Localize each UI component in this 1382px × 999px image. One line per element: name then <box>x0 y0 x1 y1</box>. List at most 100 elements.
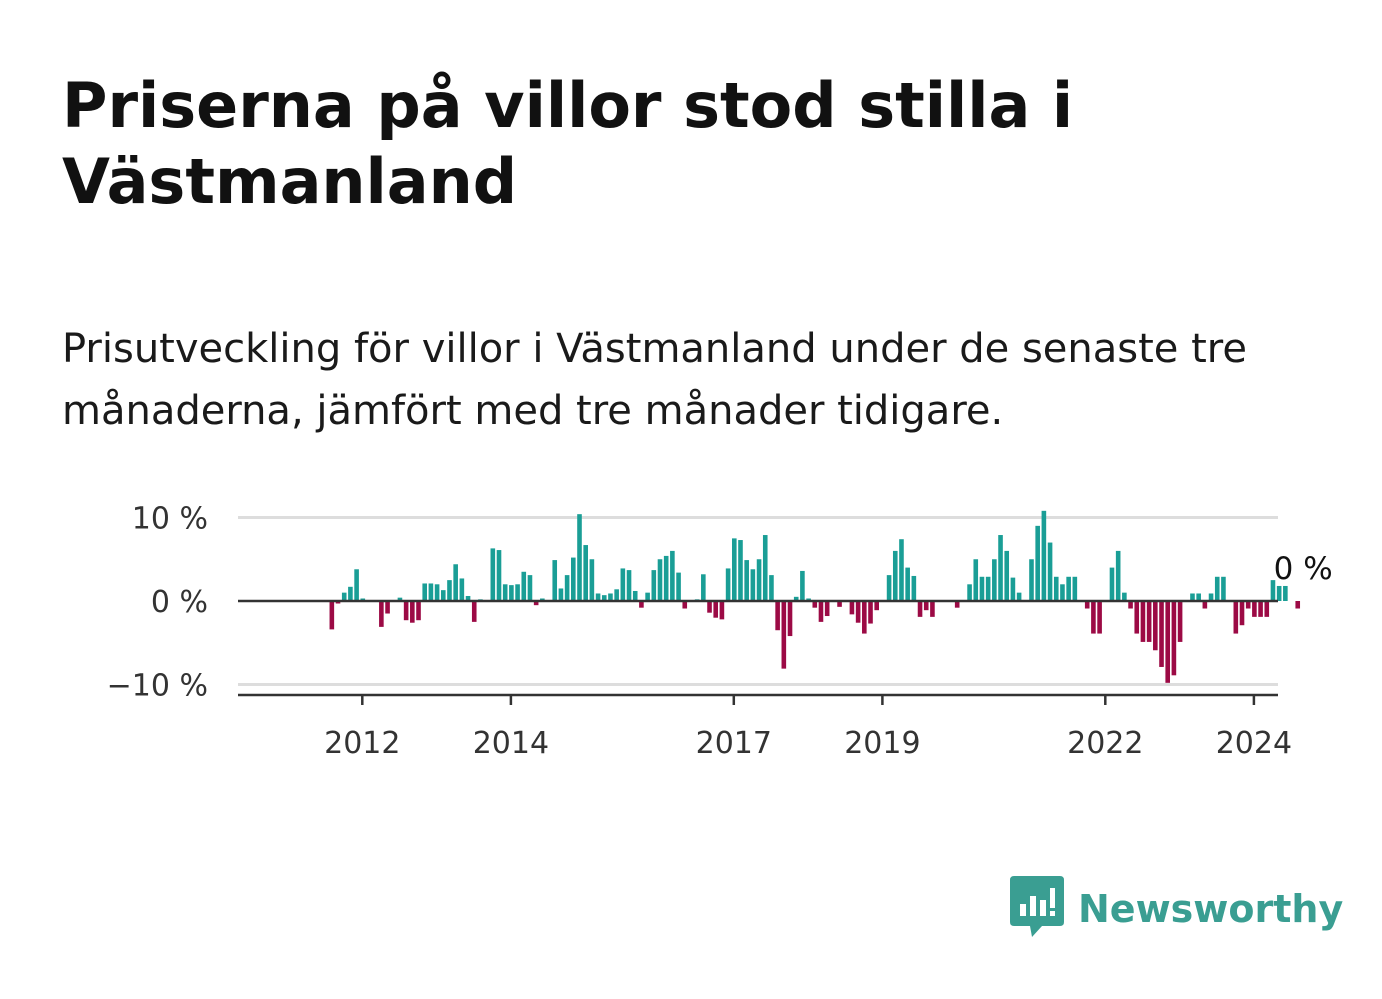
bar <box>589 559 595 601</box>
bar <box>1171 601 1177 676</box>
bar <box>1190 593 1195 601</box>
bar <box>1134 601 1140 634</box>
bar <box>601 595 607 601</box>
x-tick-label: 2012 <box>324 726 400 761</box>
bar <box>626 570 632 601</box>
bar <box>1140 601 1146 642</box>
bar <box>713 601 719 618</box>
bar <box>917 601 923 617</box>
bar <box>837 601 842 607</box>
bar <box>1264 601 1270 617</box>
bar <box>385 601 390 614</box>
bar <box>1097 601 1102 634</box>
bar <box>781 601 787 669</box>
bar <box>490 548 496 601</box>
bar <box>428 583 434 601</box>
bar <box>583 545 588 601</box>
bar <box>434 584 440 601</box>
bar <box>744 560 749 601</box>
bar <box>954 601 960 608</box>
bar <box>329 601 335 630</box>
bar <box>1270 580 1276 601</box>
bar <box>756 559 762 601</box>
bar <box>471 601 477 622</box>
bars <box>329 510 1301 683</box>
bar <box>1047 542 1053 601</box>
bar <box>403 601 409 621</box>
bar <box>527 575 533 601</box>
bar <box>410 601 415 623</box>
bar <box>1029 559 1034 601</box>
bar <box>973 559 979 601</box>
bar <box>1202 601 1208 609</box>
bar <box>979 576 985 601</box>
bar <box>1159 601 1164 667</box>
bar <box>886 575 892 601</box>
bar <box>595 593 601 601</box>
brand-name: Newsworthy <box>1078 887 1344 931</box>
y-tick-label: 0 % <box>151 585 208 620</box>
x-tick-label: 2019 <box>844 726 920 761</box>
bar <box>738 540 743 601</box>
bar <box>806 598 811 601</box>
bar <box>577 514 582 601</box>
bar <box>1165 601 1171 683</box>
bar <box>1196 593 1201 601</box>
bar <box>992 559 997 601</box>
bar <box>379 601 384 627</box>
bar <box>793 596 799 601</box>
bar <box>1252 601 1257 617</box>
bar <box>824 601 830 617</box>
bar <box>552 560 558 601</box>
x-tick-label: 2024 <box>1216 726 1292 761</box>
bar <box>905 567 910 601</box>
bar <box>731 538 737 601</box>
bar <box>762 535 768 601</box>
bar <box>1035 525 1040 601</box>
bar <box>645 592 650 601</box>
bar <box>892 550 898 601</box>
bar <box>874 601 879 611</box>
bar <box>335 601 341 604</box>
bar <box>998 535 1003 601</box>
bar <box>663 555 669 601</box>
chart-title: Priserna på villor stod stilla i Västman… <box>62 69 1074 218</box>
bar <box>397 597 403 601</box>
bar <box>614 589 619 601</box>
bar <box>985 576 991 601</box>
bar <box>453 564 458 601</box>
bar <box>1177 601 1183 642</box>
bar <box>849 601 855 615</box>
bar <box>540 598 545 601</box>
bar <box>502 584 508 601</box>
bar <box>496 550 502 601</box>
x-tick-label: 2017 <box>696 726 772 761</box>
y-tick-label: −10 % <box>107 669 208 704</box>
bar <box>862 601 867 634</box>
bar <box>360 598 366 601</box>
bar <box>1066 576 1071 601</box>
bar <box>1214 576 1220 601</box>
bar <box>800 570 805 601</box>
bar <box>1295 601 1301 609</box>
bar <box>639 601 644 608</box>
bar <box>1053 576 1059 601</box>
bar <box>1233 601 1239 634</box>
bar <box>348 586 353 601</box>
bar <box>459 578 465 601</box>
bar <box>899 539 904 601</box>
bar <box>571 557 576 601</box>
bar <box>440 590 446 601</box>
bar <box>533 601 539 606</box>
bar <box>967 584 972 601</box>
bar <box>354 569 359 601</box>
x-tick-label: 2022 <box>1067 726 1143 761</box>
bar <box>416 601 421 621</box>
newsworthy-logo-icon <box>1010 876 1064 942</box>
bar <box>651 570 657 601</box>
bar <box>632 590 638 601</box>
bar <box>719 601 725 620</box>
bar <box>1041 510 1047 601</box>
bar <box>1239 601 1245 626</box>
